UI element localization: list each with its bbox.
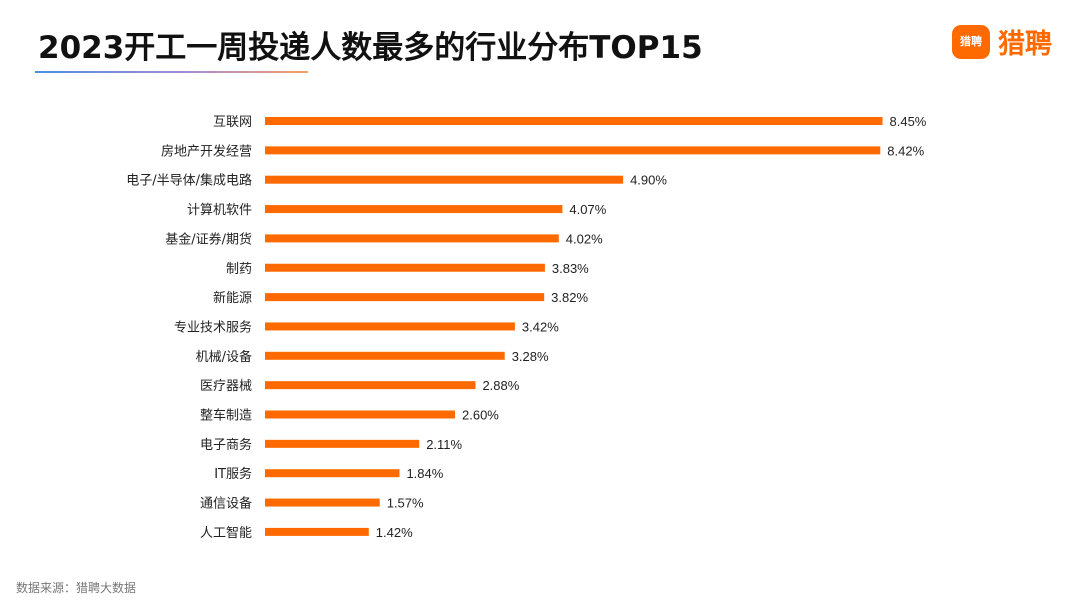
bar bbox=[265, 146, 881, 155]
value-label: 3.82% bbox=[551, 290, 588, 305]
bar bbox=[265, 498, 380, 507]
category-label: 机械/设备 bbox=[196, 349, 252, 365]
value-label: 8.45% bbox=[890, 114, 927, 129]
bar bbox=[265, 263, 545, 272]
brand-logo: 猎聘 猎聘 bbox=[952, 22, 1052, 61]
logo-mark-icon: 猎聘 bbox=[952, 24, 990, 59]
bar bbox=[265, 234, 559, 243]
bar bbox=[265, 175, 624, 184]
value-label: 2.88% bbox=[482, 378, 519, 393]
value-label: 8.42% bbox=[887, 143, 924, 158]
value-label: 2.11% bbox=[426, 437, 462, 452]
value-label: 3.28% bbox=[512, 349, 549, 364]
value-label: 4.02% bbox=[566, 231, 603, 246]
value-label: 4.07% bbox=[569, 202, 606, 217]
value-label: 3.42% bbox=[522, 319, 559, 334]
category-label: 电子/半导体/集成电路 bbox=[126, 173, 252, 189]
bar bbox=[265, 205, 563, 214]
category-label: 医疗器械 bbox=[200, 379, 252, 394]
logo-text: 猎聘 bbox=[998, 29, 1052, 60]
bar bbox=[265, 293, 545, 302]
bar bbox=[265, 527, 369, 536]
bar bbox=[265, 410, 455, 419]
value-label: 3.83% bbox=[552, 261, 589, 276]
bar bbox=[265, 322, 515, 331]
category-label: 互联网 bbox=[213, 115, 252, 130]
value-label: 2.60% bbox=[462, 408, 499, 423]
category-label: 计算机软件 bbox=[187, 203, 252, 218]
value-label: 1.42% bbox=[376, 525, 413, 540]
value-label: 1.84% bbox=[406, 466, 443, 481]
category-label: 制药 bbox=[226, 262, 252, 277]
bar bbox=[265, 469, 400, 478]
value-label: 1.57% bbox=[387, 496, 424, 511]
bar bbox=[265, 439, 420, 448]
category-label: 新能源 bbox=[213, 290, 252, 306]
category-label: 电子商务 bbox=[200, 437, 252, 453]
category-label: 房地产开发经营 bbox=[161, 143, 252, 159]
category-label: 整车制造 bbox=[200, 408, 252, 424]
bar bbox=[265, 351, 505, 360]
category-label: IT服务 bbox=[214, 466, 252, 482]
category-label: 基金/证券/期货 bbox=[165, 231, 252, 247]
bar bbox=[265, 381, 476, 390]
category-label: 专业技术服务 bbox=[174, 319, 252, 335]
category-label: 通信设备 bbox=[200, 496, 252, 512]
page-title: 2023开工一周投递人数最多的行业分布TOP15 bbox=[38, 30, 703, 66]
category-label: 人工智能 bbox=[200, 526, 252, 541]
title-underline bbox=[35, 71, 308, 73]
value-label: 4.90% bbox=[630, 173, 667, 188]
data-source: 数据来源：猎聘大数据 bbox=[16, 581, 137, 595]
bar bbox=[265, 117, 883, 125]
